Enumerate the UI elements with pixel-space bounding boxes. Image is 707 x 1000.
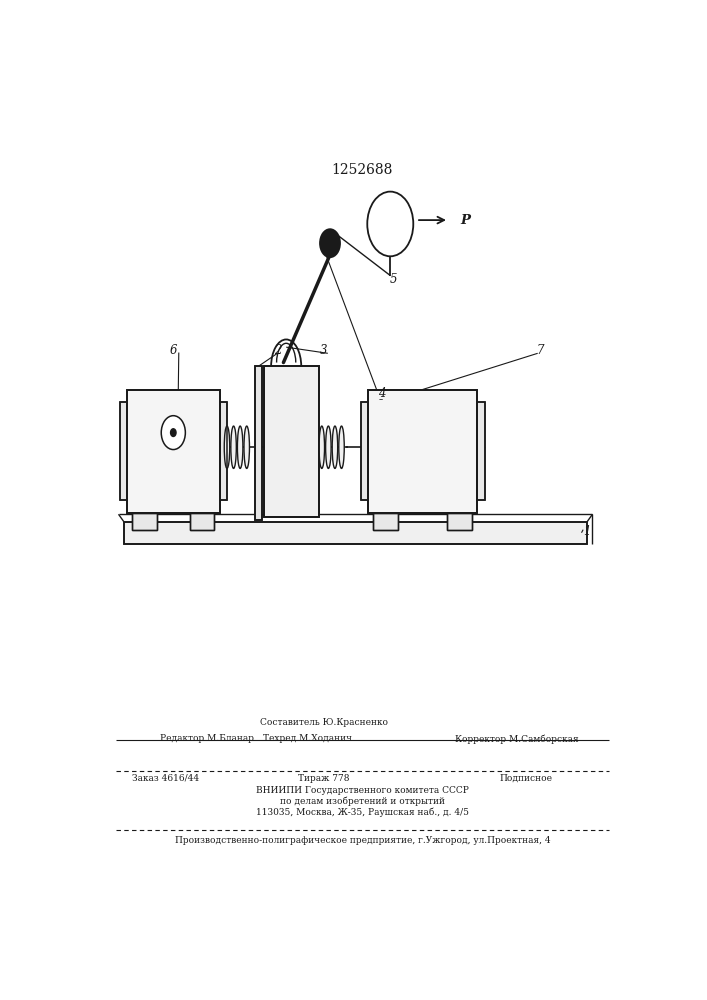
Text: P: P	[460, 214, 470, 227]
Bar	[361, 402, 368, 500]
Text: по делам изобретений и открытий: по делам изобретений и открытий	[280, 797, 445, 806]
Circle shape	[161, 416, 185, 450]
Bar	[127, 389, 220, 513]
Bar	[477, 402, 484, 500]
Bar	[264, 366, 319, 517]
Text: 1: 1	[583, 525, 591, 538]
Bar	[220, 402, 227, 500]
Bar	[132, 513, 157, 530]
Circle shape	[367, 192, 414, 256]
Circle shape	[320, 229, 340, 257]
Bar	[255, 366, 262, 520]
Text: 5: 5	[390, 273, 397, 286]
Text: 3: 3	[320, 344, 328, 358]
Bar	[132, 513, 157, 530]
Text: Составитель Ю.Красненко: Составитель Ю.Красненко	[260, 718, 388, 727]
Bar	[119, 402, 127, 500]
Text: Производственно-полиграфическое предприятие, г.Ужгород, ул.Проектная, 4: Производственно-полиграфическое предприя…	[175, 836, 550, 845]
Text: Техред М.Ходанич: Техред М.Ходанич	[263, 734, 352, 743]
Bar	[373, 513, 398, 530]
Bar	[477, 402, 484, 500]
Bar	[373, 513, 398, 530]
Ellipse shape	[326, 426, 331, 468]
Text: 4: 4	[378, 387, 385, 400]
Bar	[361, 402, 368, 500]
Text: 2: 2	[274, 344, 281, 358]
Bar	[255, 366, 262, 520]
Bar	[368, 389, 477, 513]
Text: 6: 6	[170, 344, 177, 358]
Ellipse shape	[332, 426, 338, 468]
Bar	[124, 522, 587, 544]
Circle shape	[170, 429, 176, 436]
Ellipse shape	[244, 426, 250, 468]
Bar	[448, 513, 472, 530]
Bar	[124, 522, 587, 544]
Ellipse shape	[339, 426, 344, 468]
Text: Заказ 4616/44: Заказ 4616/44	[132, 774, 199, 783]
Bar	[448, 513, 472, 530]
Ellipse shape	[231, 426, 236, 468]
Text: Редактор М.Бланар: Редактор М.Бланар	[160, 734, 254, 743]
Bar	[189, 513, 214, 530]
Text: ВНИИПИ Государственного комитета СССР: ВНИИПИ Государственного комитета СССР	[256, 786, 469, 795]
Text: Корректор М.Самборская: Корректор М.Самборская	[455, 734, 579, 744]
Bar	[127, 389, 220, 513]
Text: Подписное: Подписное	[499, 774, 552, 783]
Ellipse shape	[319, 426, 325, 468]
Bar	[368, 389, 477, 513]
Text: 1252688: 1252688	[332, 163, 393, 177]
Text: –: –	[378, 395, 382, 404]
Bar	[220, 402, 227, 500]
Ellipse shape	[238, 426, 243, 468]
Text: Тираж 778: Тираж 778	[298, 774, 350, 783]
Bar	[119, 402, 127, 500]
Bar	[189, 513, 214, 530]
Text: 7: 7	[537, 344, 544, 358]
Bar	[264, 366, 319, 517]
Text: 113035, Москва, Ж-35, Раушская наб., д. 4/5: 113035, Москва, Ж-35, Раушская наб., д. …	[256, 808, 469, 817]
Ellipse shape	[224, 426, 230, 468]
